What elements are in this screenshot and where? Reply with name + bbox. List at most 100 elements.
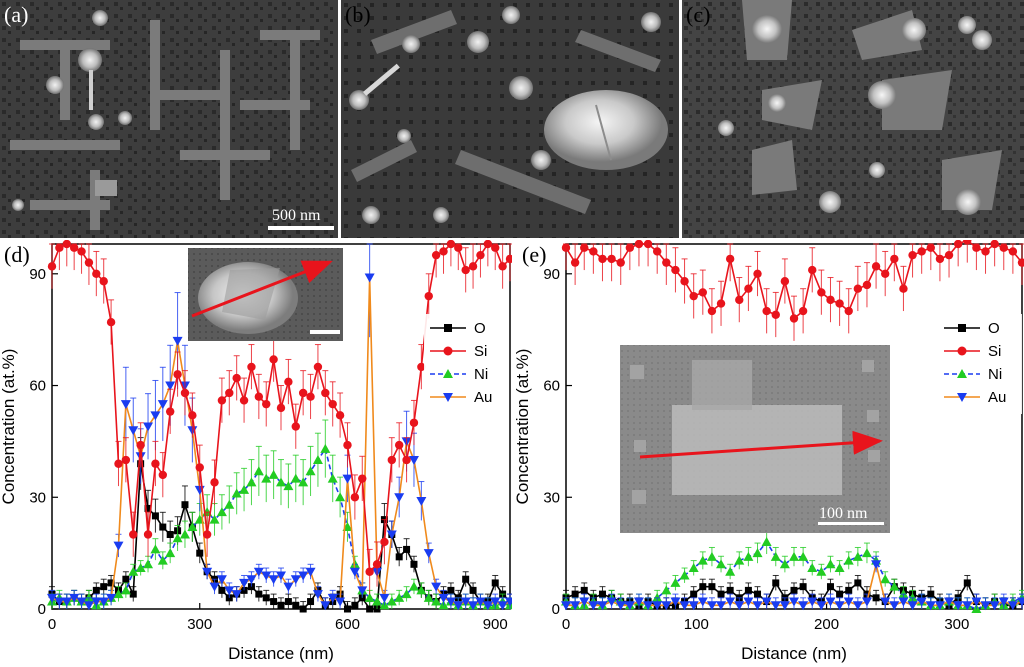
data-point-au [834, 601, 845, 611]
data-point-au [172, 336, 183, 346]
data-point-si [210, 478, 219, 487]
data-point-si [313, 362, 323, 372]
data-point-ni [209, 514, 220, 524]
data-point-o [927, 590, 935, 598]
data-point-si [935, 254, 945, 264]
data-point-si [328, 399, 337, 409]
data-point-ni [128, 566, 139, 576]
data-point-o [196, 549, 204, 557]
data-point-si [387, 455, 397, 465]
legend-box [424, 314, 508, 414]
scale-bar-a-label: 500 nm [272, 207, 321, 224]
data-point-au [652, 601, 663, 611]
data-point-au [445, 597, 456, 607]
data-point-o [845, 586, 853, 594]
data-point-au [386, 530, 397, 540]
data-point-o [129, 590, 137, 598]
data-point-au [743, 597, 754, 607]
data-point-si [981, 247, 990, 256]
data-point-ni [889, 581, 900, 591]
data-point-au [953, 601, 964, 611]
data-point-si [753, 269, 762, 278]
data-point-ni [779, 559, 790, 569]
data-point-ni [290, 473, 301, 483]
data-point-au [925, 601, 936, 611]
data-point-si [84, 258, 94, 267]
legend-marker-au [957, 393, 967, 402]
data-point-si [483, 240, 493, 249]
data-point-au [54, 597, 65, 607]
data-point-si [990, 240, 999, 249]
data-point-si [890, 254, 899, 264]
data-point-ni [431, 596, 442, 606]
data-point-si [707, 306, 717, 316]
data-point-au [239, 578, 250, 588]
data-point-ni [172, 533, 183, 543]
legend-marker-o [958, 324, 966, 332]
data-point-ni [157, 555, 168, 565]
data-point-au [431, 582, 442, 592]
data-point-si [762, 306, 771, 316]
data-point-si [662, 258, 671, 267]
data-point-o [284, 598, 292, 606]
data-point-o [122, 575, 130, 583]
data-point-ni [150, 544, 161, 554]
series-si [47, 240, 512, 595]
legend-label-au: Au [474, 389, 492, 406]
panel-label-c: (c) [686, 2, 711, 27]
data-point-au [670, 597, 681, 607]
series-si [561, 240, 1024, 341]
data-point-au [843, 597, 854, 607]
data-point-si [158, 470, 168, 480]
data-point-si [409, 418, 419, 427]
data-point-ni [246, 477, 257, 487]
data-point-au [482, 601, 493, 611]
data-point-ni [298, 477, 309, 487]
legend-label-ni: Ni [474, 366, 488, 383]
data-point-si [671, 265, 680, 275]
data-point-ni [224, 499, 235, 509]
data-point-si [468, 262, 478, 271]
data-point-ni [305, 466, 316, 476]
data-point-o [447, 586, 455, 594]
data-point-si [634, 240, 644, 249]
data-point-au [305, 567, 316, 577]
data-point-au [679, 601, 690, 611]
legend-label-ni: Ni [988, 366, 1002, 383]
data-point-si [771, 310, 780, 319]
data-point-o [772, 579, 780, 587]
y-tick-label: 60 [29, 378, 46, 395]
data-point-au [944, 597, 955, 607]
data-point-o [307, 598, 315, 606]
data-point-au [880, 597, 891, 607]
data-point-au [615, 601, 626, 611]
sem-image-b-texture [341, 0, 679, 238]
legend-label-si: Si [988, 343, 1001, 360]
series-au [47, 243, 512, 611]
data-point-si [653, 247, 662, 256]
data-point-au [364, 273, 375, 283]
x-axis-label: Distance (nm) [741, 644, 847, 663]
data-point-o [571, 590, 579, 598]
data-point-ni [661, 585, 672, 595]
data-point-ni [408, 581, 419, 591]
data-point-ni [679, 570, 690, 580]
data-point-si [306, 392, 315, 401]
data-point-si [358, 474, 367, 483]
data-point-au [789, 597, 799, 607]
data-point-o [100, 583, 108, 591]
data-point-au [971, 597, 982, 607]
data-point-au [157, 400, 168, 410]
data-point-ni [143, 559, 154, 569]
data-point-o [754, 590, 762, 598]
data-point-au [816, 601, 827, 611]
data-point-o [717, 590, 725, 598]
data-point-ni [239, 484, 250, 494]
series-au [561, 555, 1024, 611]
data-point-au [697, 597, 708, 607]
data-point-ni [825, 559, 836, 569]
data-point-au [453, 601, 464, 611]
data-point-ni [394, 592, 405, 602]
data-point-si [106, 318, 116, 327]
data-point-au [290, 575, 301, 585]
